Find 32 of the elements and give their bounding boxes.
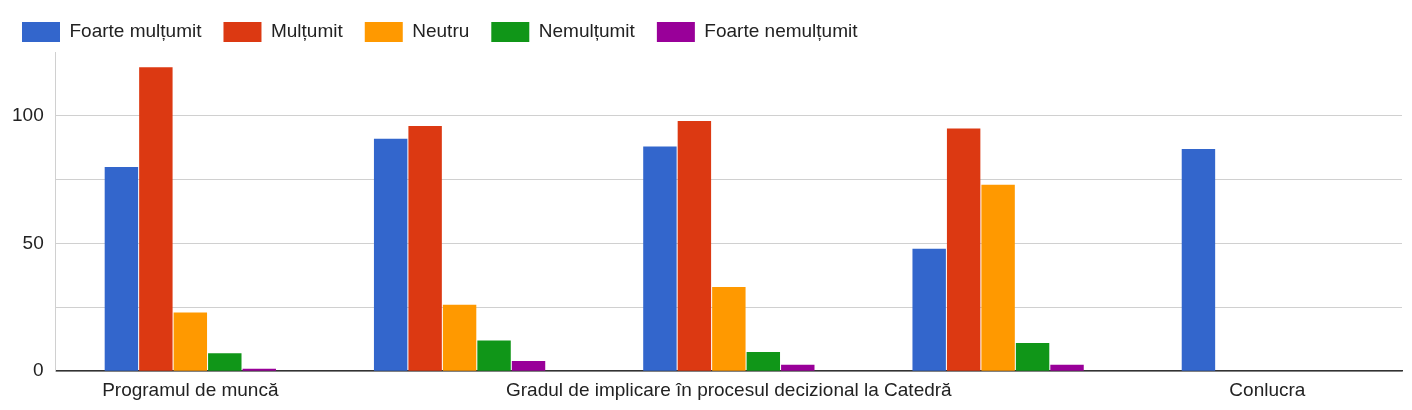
bar bbox=[1050, 364, 1084, 371]
bar bbox=[946, 128, 981, 371]
bar bbox=[643, 146, 677, 371]
legend-label: Neutru bbox=[412, 20, 470, 42]
bar bbox=[981, 184, 1015, 371]
legend-label: Foarte mulțumit bbox=[69, 20, 203, 42]
y-tick-label: 50 bbox=[22, 231, 44, 253]
x-tick-label: Gradul de implicare în procesul decizional la Catedră bbox=[506, 378, 953, 400]
bar bbox=[242, 368, 276, 371]
x-tick-label: Conlucra bbox=[1229, 378, 1306, 400]
bar bbox=[373, 138, 408, 371]
legend-label: Nemulțumit bbox=[538, 20, 636, 42]
legend-label: Mulțumit bbox=[270, 20, 344, 42]
bar bbox=[511, 360, 546, 371]
bar bbox=[477, 340, 511, 371]
bar bbox=[677, 120, 712, 371]
bar bbox=[208, 353, 242, 371]
bar bbox=[408, 126, 442, 371]
bar bbox=[442, 304, 477, 371]
bar bbox=[746, 352, 781, 371]
bar bbox=[173, 312, 208, 371]
bar bbox=[104, 166, 139, 371]
bar bbox=[139, 67, 173, 371]
bar bbox=[912, 248, 946, 371]
bar bbox=[1015, 343, 1050, 371]
y-tick-label: 0 bbox=[33, 359, 44, 381]
x-tick-label: Programul de muncă bbox=[102, 378, 279, 400]
legend-label: Foarte nemulțumit bbox=[704, 20, 859, 42]
bar bbox=[781, 364, 815, 371]
y-tick-label: 100 bbox=[12, 104, 44, 126]
bar bbox=[1181, 149, 1216, 371]
bar bbox=[712, 286, 746, 371]
